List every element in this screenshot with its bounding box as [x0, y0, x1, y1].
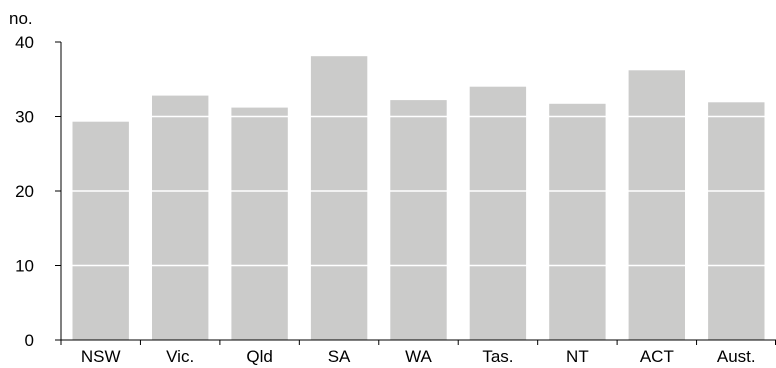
bar-nsw [72, 121, 129, 340]
bar-vic [152, 95, 209, 340]
x-axis: NSW Vic. Qld SA WA Tas. NT ACT Aust. [60, 339, 776, 366]
x-tick-label-nt: NT [566, 347, 589, 366]
x-tick-label-act: ACT [640, 347, 674, 366]
x-tick-label-sa: SA [328, 347, 351, 366]
bar-tas [469, 86, 527, 340]
y-axis: 0 10 20 30 40 [15, 33, 62, 350]
bar-wa [390, 100, 447, 340]
x-tick-label-qld: Qld [246, 347, 272, 366]
bar-aust [708, 102, 765, 340]
x-tick-label-wa: WA [405, 347, 432, 366]
y-tick-label-40: 40 [15, 33, 34, 52]
x-tick-label-nsw: NSW [81, 347, 121, 366]
bar-nt [549, 103, 606, 340]
y-tick-label-0: 0 [25, 331, 34, 350]
gridlines-group [61, 41, 776, 267]
bars-group [72, 56, 765, 341]
x-tick-label-vic: Vic. [166, 347, 194, 366]
x-tick-label-tas: Tas. [482, 347, 513, 366]
y-axis-unit-label: no. [9, 9, 33, 28]
bar-qld [231, 107, 288, 340]
y-tick-label-20: 20 [15, 182, 34, 201]
bar-sa [310, 56, 368, 340]
y-tick-label-30: 30 [15, 108, 34, 127]
x-tick-label-aust: Aust. [717, 347, 756, 366]
y-tick-label-10: 10 [15, 257, 34, 276]
bar-act [628, 70, 685, 341]
